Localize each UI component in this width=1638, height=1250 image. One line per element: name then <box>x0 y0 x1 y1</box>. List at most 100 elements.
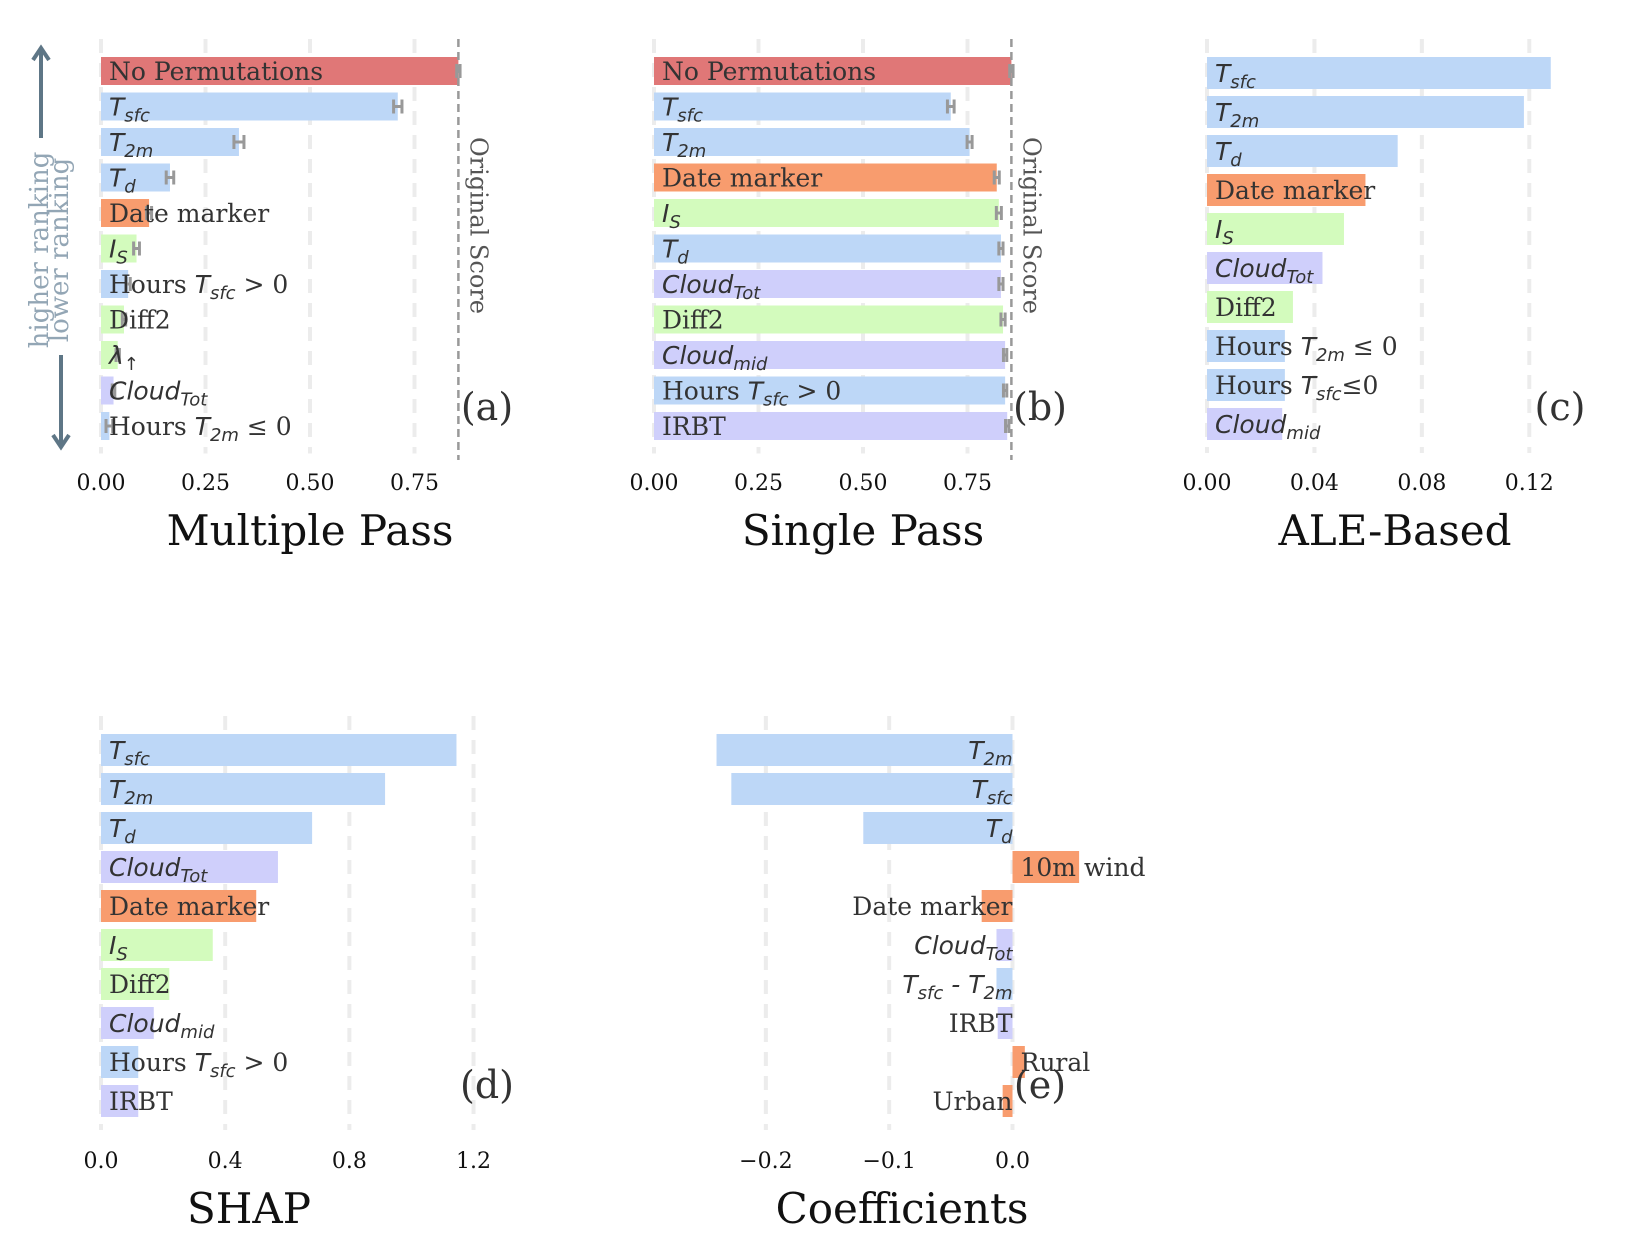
bar-label: IS <box>1215 215 1234 249</box>
bar-label: Diff2 <box>662 306 724 335</box>
bar <box>716 734 1013 766</box>
bar <box>101 734 457 766</box>
bar <box>654 305 1004 334</box>
panel-b: 0.00 0.25 0.50 0.75 No Permutations TsfcT2mDa… <box>630 39 1067 555</box>
bar <box>1207 213 1344 245</box>
bar-label: IS <box>109 931 128 965</box>
bar-label: Tsfc <box>1215 59 1256 93</box>
bar <box>1207 96 1524 128</box>
bar <box>101 890 257 922</box>
bar <box>996 929 1013 961</box>
bar-label: IRBT <box>662 412 726 441</box>
panel-label: (d) <box>460 1063 514 1107</box>
bar-label: Tsfc - T2m <box>902 970 1012 1004</box>
bar <box>654 412 1008 440</box>
x-tick-label: 0.0 <box>995 1149 1030 1174</box>
bar <box>101 270 129 298</box>
bar-label: T2m <box>109 128 153 162</box>
x-tick-label: 0.0 <box>84 1149 119 1174</box>
bar <box>101 929 213 961</box>
bar <box>101 1007 154 1039</box>
bar <box>981 890 1013 922</box>
panel-title: ALE-Based <box>1277 506 1511 555</box>
bar <box>101 376 114 405</box>
ranking-annotation: higher ranking lower ranking <box>25 44 75 451</box>
bar-label: Td <box>986 814 1013 848</box>
bar-label: T2m <box>662 128 706 162</box>
bar <box>731 773 1013 805</box>
bar <box>101 341 118 369</box>
bar-label: No Permutations <box>662 57 876 86</box>
bar <box>996 968 1013 1000</box>
bar-label: CloudTot <box>662 270 761 304</box>
x-tick-label: 0.08 <box>1397 471 1446 496</box>
original-score-label: Original Score <box>1017 137 1045 314</box>
bar <box>101 812 313 844</box>
bar <box>1207 330 1285 362</box>
bar <box>101 57 459 85</box>
bar-label: Hours Tsfc > 0 <box>109 1048 288 1082</box>
bar-label: T2m <box>1215 98 1259 132</box>
bar <box>654 341 1006 369</box>
panel-d: 0.0 0.4 0.8 1.2 Tsfc T2m Td CloudTot Date marker… <box>84 716 514 1233</box>
x-tick-label: 0.25 <box>181 471 230 496</box>
bar <box>101 128 239 156</box>
panel-label: (a) <box>461 385 513 429</box>
bar <box>654 234 1001 263</box>
bar-label: IRBT <box>109 1087 173 1116</box>
bar-label: Date marker <box>1215 176 1375 205</box>
bar <box>101 199 150 227</box>
bar-label: Diff2 <box>1215 293 1277 322</box>
bar-label: Urban <box>932 1087 1012 1116</box>
bar <box>1207 174 1366 206</box>
x-tick-label: 0.50 <box>839 471 888 496</box>
bar <box>1207 252 1323 284</box>
bar-label: IRBT <box>949 1009 1013 1038</box>
bar-label: Date marker <box>109 892 269 921</box>
bar-label: Tsfc <box>109 93 150 127</box>
bar <box>101 1085 139 1117</box>
bar-label: Diff2 <box>109 970 171 999</box>
x-tick-label: 0.75 <box>943 471 992 496</box>
x-tick-label: 0.50 <box>286 471 335 496</box>
x-tick-label: 0.00 <box>1183 471 1232 496</box>
panel-label: (b) <box>1013 385 1067 429</box>
bar-label: Hours Tsfc > 0 <box>662 377 841 411</box>
bar-label: CloudTot <box>914 931 1013 965</box>
bar-label: IS <box>109 235 128 269</box>
bar <box>101 305 124 334</box>
bar-label: 10m wind <box>1021 853 1146 882</box>
bar-label: Td <box>109 814 136 848</box>
bar <box>101 163 170 192</box>
panel-a: 0.00 0.25 0.50 0.75 No Permutations TsfcT2mTd… <box>77 39 513 555</box>
x-tick-label: 0.25 <box>734 471 783 496</box>
x-tick-label: 0.00 <box>77 471 126 496</box>
bar-label: Tsfc <box>972 775 1013 809</box>
x-tick-label: −0.1 <box>862 1149 915 1174</box>
bar <box>654 376 1006 405</box>
bar <box>101 1046 139 1078</box>
bar-label: CloudTot <box>109 377 208 411</box>
x-tick-label: 0.00 <box>630 471 679 496</box>
bar <box>1012 1046 1025 1078</box>
bar <box>1207 135 1398 167</box>
bar-label: Date marker <box>109 199 269 228</box>
bar <box>654 128 970 156</box>
bar <box>1207 291 1293 323</box>
bar <box>654 163 997 192</box>
x-tick-label: 0.8 <box>332 1149 367 1174</box>
bar-label: T2m <box>109 775 153 809</box>
bar <box>1002 1085 1013 1117</box>
original-score-label: Original Score <box>464 137 492 314</box>
x-tick-label: 0.75 <box>390 471 439 496</box>
bar <box>1012 851 1080 883</box>
bar <box>101 773 386 805</box>
bar-label: Rural <box>1021 1048 1091 1077</box>
ranking-arrow-up-head-icon <box>31 44 51 62</box>
x-tick-label: −0.2 <box>739 1149 792 1174</box>
bar <box>1207 408 1283 440</box>
panel-label: (e) <box>1014 1063 1066 1107</box>
bar-label: Tsfc <box>109 736 150 770</box>
ranking-arrow-down-head-icon <box>51 433 71 451</box>
